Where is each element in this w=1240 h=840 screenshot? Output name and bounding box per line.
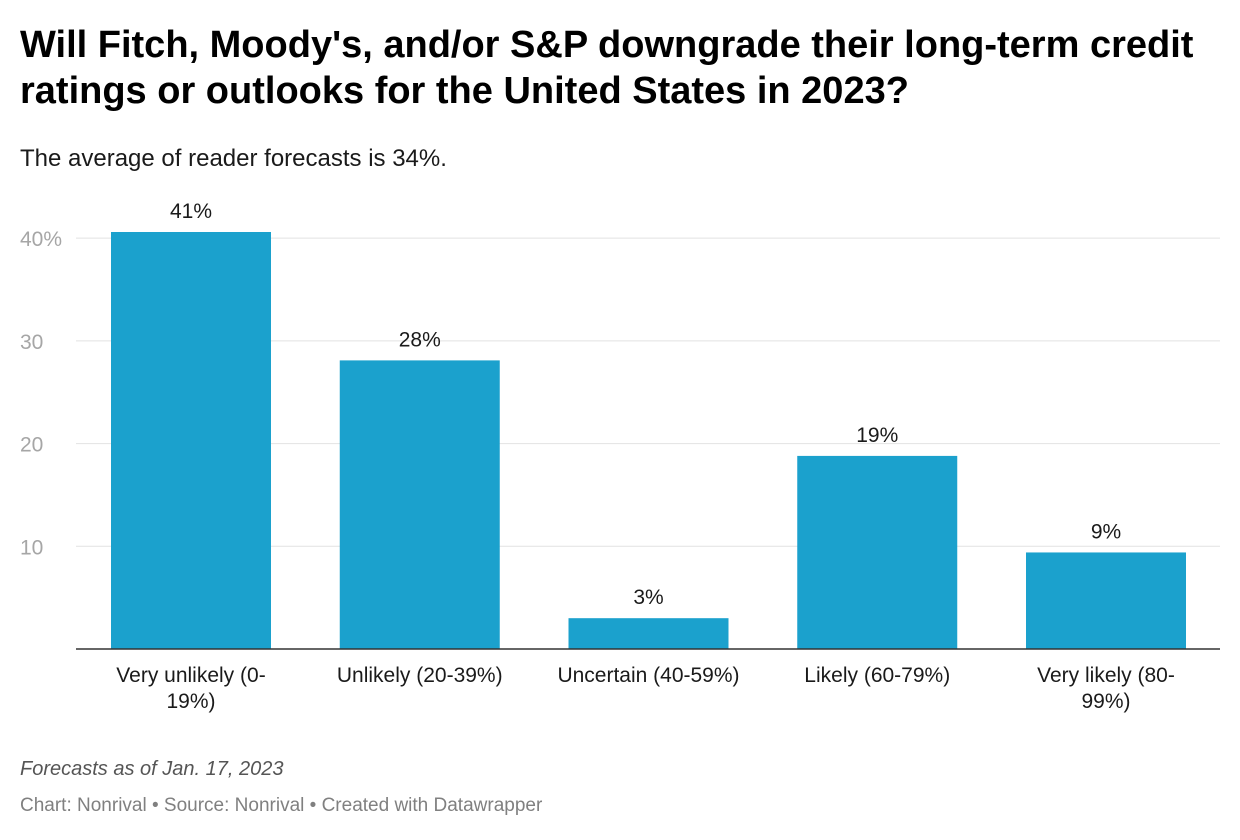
data-label: 3% <box>633 586 663 609</box>
y-tick-label: 40% <box>20 228 62 251</box>
chart-title: Will Fitch, Moody's, and/or S&P downgrad… <box>20 24 1194 112</box>
x-tick-label: Unlikely (20-39%) <box>337 664 503 687</box>
data-label: 41% <box>170 200 212 223</box>
x-tick-label: Likely (60-79%) <box>804 664 950 687</box>
y-tick-label: 10 <box>20 536 43 559</box>
y-tick-label: 20 <box>20 434 43 457</box>
bar <box>339 360 500 649</box>
bar <box>568 618 729 649</box>
chart-notes: Forecasts as of Jan. 17, 2023 <box>20 758 284 780</box>
bar <box>111 232 271 649</box>
x-tick-label: Very unlikely (0-19%) <box>116 664 265 713</box>
data-label: 9% <box>1091 520 1121 543</box>
data-label: 28% <box>399 328 441 351</box>
bar <box>1026 552 1186 649</box>
chart-subtitle: The average of reader forecasts is 34%. <box>20 145 447 172</box>
y-tick-label: 30 <box>20 331 43 354</box>
chart-source: Chart: Nonrival • Source: Nonrival • Cre… <box>20 795 543 816</box>
data-label: 19% <box>856 424 898 447</box>
x-tick-label: Very likely (80-99%) <box>1037 664 1175 713</box>
bar <box>797 455 958 649</box>
x-tick-label: Uncertain (40-59%) <box>557 664 739 687</box>
